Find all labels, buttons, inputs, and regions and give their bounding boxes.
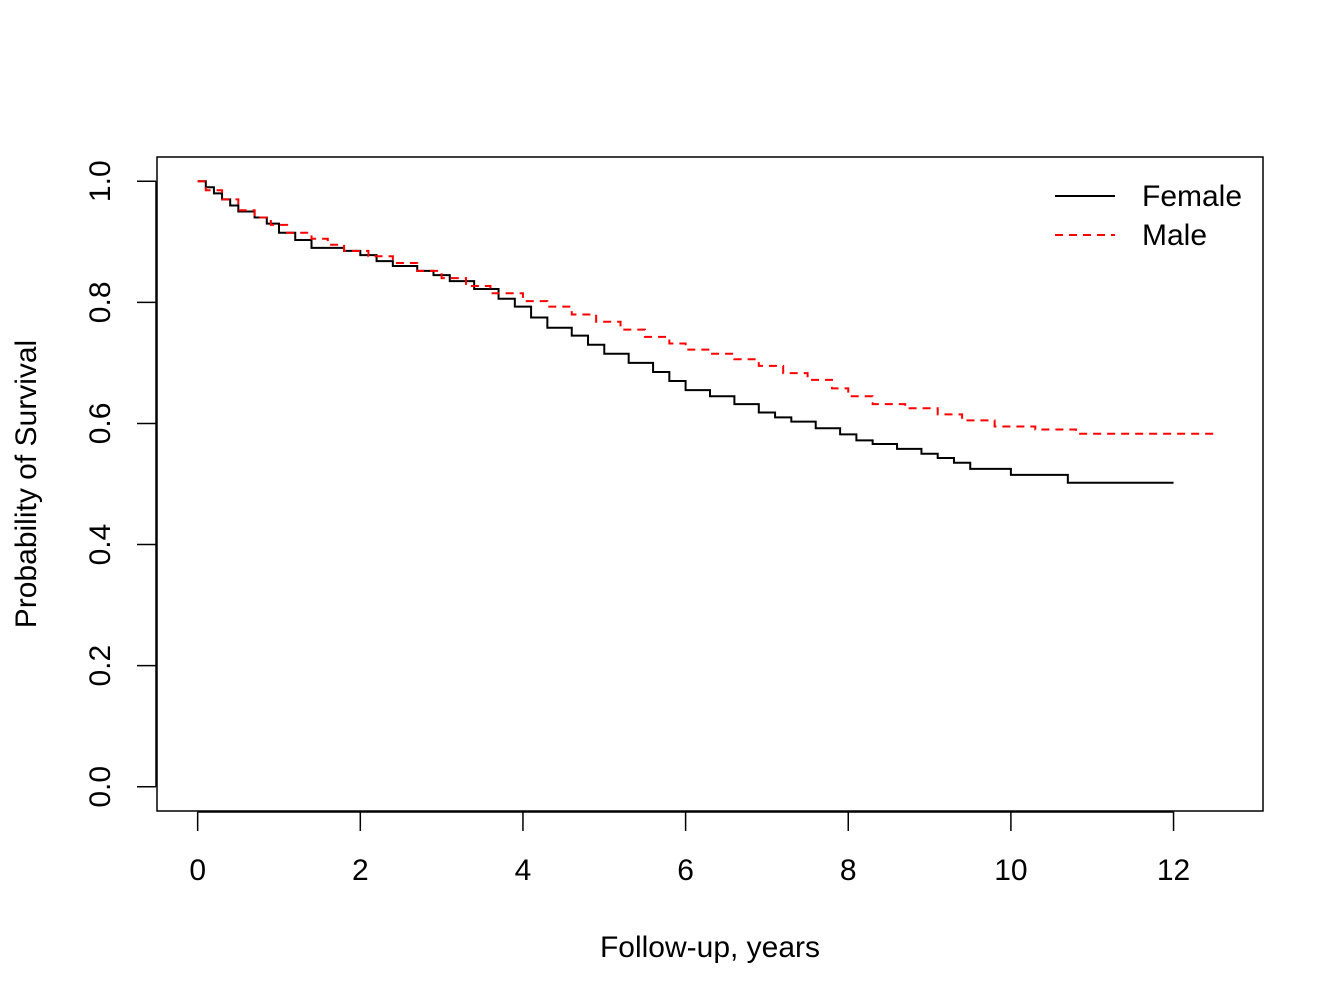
legend-label-female: Female xyxy=(1142,180,1242,213)
x-axis: 0 2 4 6 8 10 12 xyxy=(189,811,1190,887)
y-tick-label: 0.2 xyxy=(84,645,117,687)
series-line-female xyxy=(197,180,1174,484)
x-tick-label: 0 xyxy=(189,854,206,887)
y-tick-label: 0.6 xyxy=(84,403,117,445)
y-tick-label: 0.8 xyxy=(84,281,117,323)
series-layer xyxy=(197,180,1215,484)
x-tick-label: 4 xyxy=(515,854,532,887)
y-tick-label: 1.0 xyxy=(84,160,117,202)
x-tick-label: 8 xyxy=(840,854,857,887)
x-tick-label: 10 xyxy=(994,854,1027,887)
x-tick-label: 2 xyxy=(352,854,369,887)
y-axis: 0.0 0.2 0.4 0.6 0.8 1.0 xyxy=(84,160,157,808)
x-axis-label: Follow-up, years xyxy=(600,931,820,964)
legend: Female Male xyxy=(1055,180,1242,252)
x-tick-label: 6 xyxy=(677,854,694,887)
y-axis-label: Probability of Survival xyxy=(10,340,43,628)
y-tick-label: 0.4 xyxy=(84,524,117,566)
x-tick-label: 12 xyxy=(1157,854,1190,887)
y-tick-label: 0.0 xyxy=(84,766,117,808)
plot-frame xyxy=(156,156,1264,812)
series-line-male xyxy=(197,180,1215,435)
legend-label-male: Male xyxy=(1142,219,1207,252)
